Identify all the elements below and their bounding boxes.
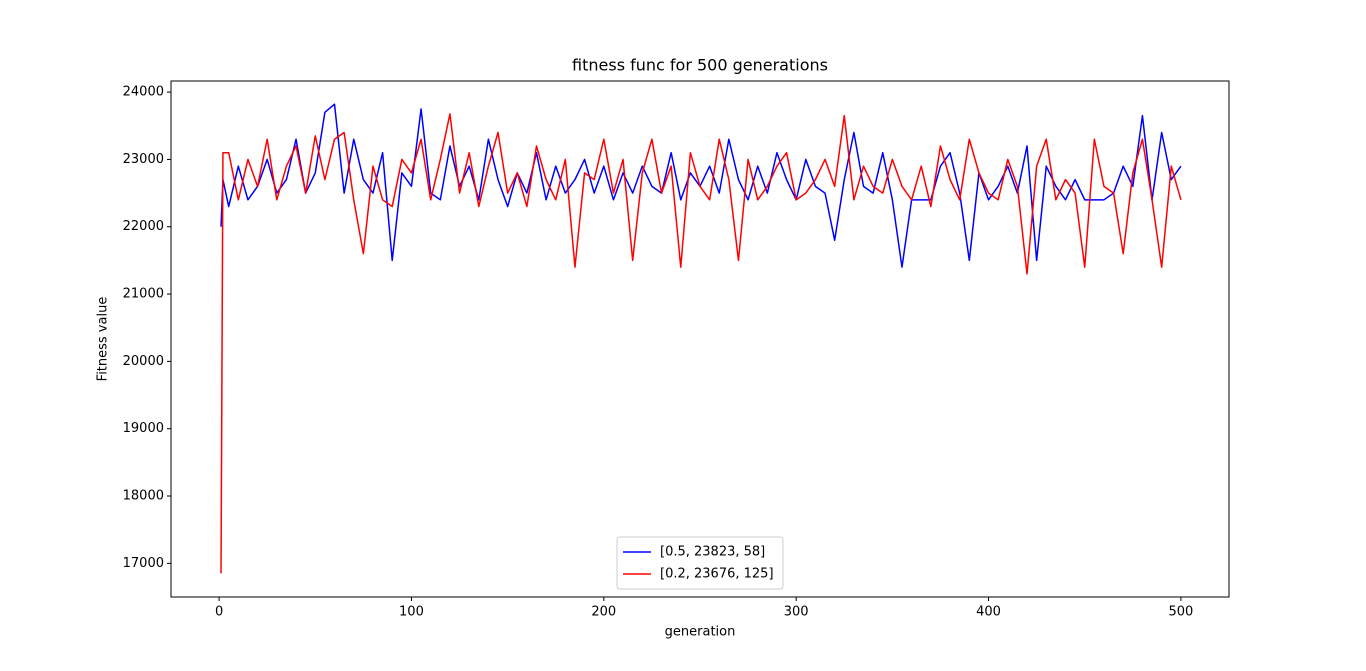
x-tick-label: 400 bbox=[976, 605, 1001, 620]
y-tick-label: 24000 bbox=[123, 85, 164, 100]
chart-title: fitness func for 500 generations bbox=[572, 56, 828, 75]
x-tick-label: 300 bbox=[784, 605, 809, 620]
legend-box bbox=[616, 536, 784, 590]
y-tick-label: 22000 bbox=[123, 219, 164, 234]
series-line bbox=[220, 103, 1182, 268]
x-tick-label: 500 bbox=[1168, 605, 1193, 620]
legend-label: [0.2, 23676, 125] bbox=[660, 567, 774, 582]
y-tick-label: 18000 bbox=[123, 489, 164, 504]
plot-frame bbox=[170, 80, 1230, 598]
legend: [0.5, 23823, 58] [0.2, 23676, 125] bbox=[616, 536, 784, 590]
legend-label: [0.5, 23823, 58] bbox=[660, 545, 765, 560]
x-tick-label: 0 bbox=[215, 605, 223, 620]
series-line bbox=[220, 113, 1182, 574]
x-tick-label: 200 bbox=[591, 605, 616, 620]
y-tick-label: 17000 bbox=[123, 556, 164, 571]
y-tick-label: 21000 bbox=[123, 287, 164, 302]
y-tick-label: 19000 bbox=[123, 421, 164, 436]
y-axis-label: Fitness value bbox=[96, 297, 111, 382]
x-axis-label: generation bbox=[665, 625, 736, 640]
y-tick-label: 20000 bbox=[123, 354, 164, 369]
y-tick-label: 23000 bbox=[123, 152, 164, 167]
x-tick-label: 100 bbox=[399, 605, 424, 620]
